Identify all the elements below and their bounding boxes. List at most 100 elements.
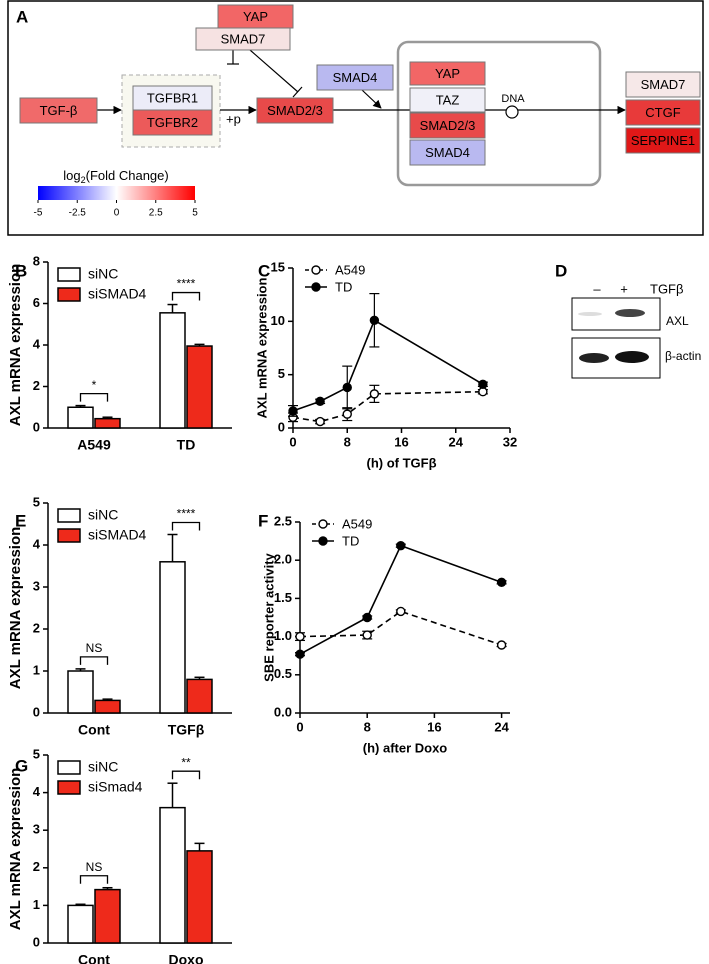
node xyxy=(625,99,701,126)
point xyxy=(369,389,380,399)
legend-label: siNC xyxy=(88,507,118,523)
y-tick-label: 1 xyxy=(33,662,40,677)
node xyxy=(409,139,486,166)
legend-swatch xyxy=(57,287,81,302)
y-tick-label: 0.5 xyxy=(274,666,292,681)
panel-label: E xyxy=(15,511,26,530)
bar xyxy=(67,406,94,429)
node xyxy=(409,112,486,139)
y-tick-label: 4 xyxy=(33,536,41,551)
significance-bracket xyxy=(171,770,201,780)
node xyxy=(195,27,291,51)
node-label: YAP xyxy=(243,9,268,24)
colorbar-tick-label: -5 xyxy=(34,208,43,219)
point xyxy=(315,416,325,427)
bar xyxy=(67,904,94,944)
node-label: TGF-β xyxy=(40,103,78,118)
x-tick-label: TD xyxy=(177,437,196,453)
point xyxy=(295,631,305,642)
x-tick-label: Cont xyxy=(78,952,110,964)
point xyxy=(295,649,305,659)
bar xyxy=(67,670,94,714)
significance-label: * xyxy=(92,378,97,392)
x-tick-label: A549 xyxy=(77,437,111,453)
colorbar-tick-label: 2.5 xyxy=(149,208,163,219)
x-tick-label: TGFβ xyxy=(168,722,205,738)
series-line xyxy=(299,610,502,646)
y-tick-label: 3 xyxy=(33,822,40,837)
y-tick-label: 5 xyxy=(33,746,40,761)
legend-label: siNC xyxy=(88,759,118,775)
y-tick-label: 0 xyxy=(33,934,40,949)
significance-bracket xyxy=(79,875,109,884)
node xyxy=(625,127,701,154)
bar xyxy=(94,888,121,944)
dna-label: DNA xyxy=(501,93,525,105)
legend-marker xyxy=(311,282,321,292)
legend-swatch xyxy=(57,780,81,795)
bar xyxy=(159,312,186,429)
x-tick-label: 0 xyxy=(289,434,296,449)
legend-marker xyxy=(318,536,328,546)
node-label: SMAD7 xyxy=(641,77,686,92)
y-tick-label: 1.0 xyxy=(274,628,292,643)
lane-label: – xyxy=(593,281,601,296)
x-tick-label: 0 xyxy=(296,719,303,734)
node xyxy=(409,61,486,86)
legend-swatch xyxy=(57,760,81,775)
significance-bracket xyxy=(79,392,109,402)
node-label: TAZ xyxy=(436,92,460,107)
nucleus-box xyxy=(396,40,602,187)
legend-marker xyxy=(311,265,321,275)
pathway-edges xyxy=(97,49,626,119)
point xyxy=(369,315,380,325)
point xyxy=(496,640,507,650)
colorbar-title-rest: (Fold Change) xyxy=(86,168,169,183)
node xyxy=(132,109,213,136)
significance-bracket xyxy=(171,521,201,531)
treatment-label: TGFβ xyxy=(650,281,683,296)
y-tick-label: 2.5 xyxy=(274,513,292,528)
y-tick-label: 8 xyxy=(33,253,40,268)
panel-a-frame xyxy=(7,0,704,236)
significance-bracket xyxy=(79,656,109,665)
node xyxy=(19,97,98,124)
y-tick-label: 10 xyxy=(271,313,285,328)
node-label: SMAD7 xyxy=(221,31,266,46)
x-axis-label: (h) of TGFβ xyxy=(366,455,436,470)
significance-label: **** xyxy=(177,507,196,521)
bar xyxy=(94,699,121,714)
node xyxy=(409,87,486,113)
band xyxy=(579,353,609,363)
bar xyxy=(159,806,186,944)
panel-label: C xyxy=(258,261,270,280)
legend-label: TD xyxy=(335,279,352,294)
colorbar-tick-label: -2.5 xyxy=(69,208,87,219)
colorbar-title: log2(Fold Change) xyxy=(63,168,168,185)
point xyxy=(315,396,325,407)
series-line xyxy=(299,544,502,655)
legend-swatch xyxy=(57,508,81,523)
y-tick-label: 5 xyxy=(278,366,285,381)
y-tick-label: 15 xyxy=(271,259,285,274)
point xyxy=(478,379,488,389)
panel-label: G xyxy=(15,756,28,775)
point xyxy=(396,606,406,617)
bar xyxy=(186,345,213,429)
row-label: AXL xyxy=(666,314,689,328)
colorbar-tick-label: 5 xyxy=(192,208,198,219)
node-label: YAP xyxy=(435,66,460,81)
bar xyxy=(94,417,121,429)
y-tick-label: 3 xyxy=(33,578,40,593)
x-tick-label: 24 xyxy=(449,434,464,449)
colorbar xyxy=(38,186,195,200)
y-tick-label: 1 xyxy=(33,897,40,912)
colorbar-tick-label: 0 xyxy=(114,208,120,219)
node xyxy=(132,85,213,111)
legend-label: A549 xyxy=(342,516,372,531)
node-label: SMAD4 xyxy=(425,145,470,160)
significance-label: NS xyxy=(86,860,103,874)
significance-label: ** xyxy=(181,755,191,769)
node xyxy=(316,64,394,91)
